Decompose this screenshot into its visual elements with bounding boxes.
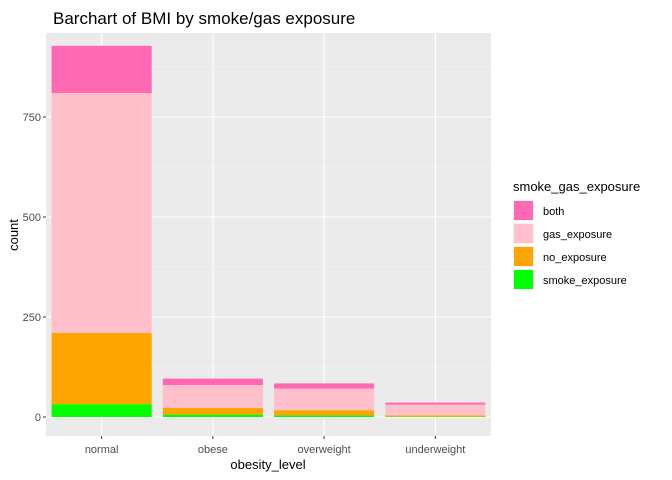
bar-segment-obese-gas_exposure [162, 385, 263, 408]
legend-key-gas_exposure [514, 224, 533, 243]
y-tick-label: 750 [23, 112, 41, 124]
bars [51, 45, 486, 417]
legend-key-no_exposure [514, 247, 533, 266]
legend-label-both: both [543, 206, 564, 218]
bar-segment-obese-both [162, 378, 263, 385]
bar-segment-normal-smoke_exposure [51, 404, 152, 417]
bar-segment-normal-both [51, 45, 152, 93]
legend-key-both [514, 201, 533, 220]
bar-segment-overweight-gas_exposure [274, 388, 375, 411]
y-axis-title: count [6, 219, 21, 251]
x-axis-title: obesity_level [230, 457, 305, 472]
y-tick-label: 250 [23, 312, 41, 324]
x-axis: normal obese overweight underweight [85, 436, 465, 456]
bar-segment-obese-smoke_exposure [162, 414, 263, 417]
bar-segment-normal-gas_exposure [51, 93, 152, 333]
bar-segment-overweight-both [274, 383, 375, 389]
legend-label-no_exposure: no_exposure [543, 252, 607, 264]
legend-title: smoke_gas_exposure [513, 179, 640, 194]
x-tick-label: overweight [298, 444, 351, 456]
legend-key-smoke_exposure [514, 270, 533, 289]
x-tick-label: underweight [405, 444, 465, 456]
bar-segment-obese-no_exposure [162, 407, 263, 415]
bar-segment-normal-no_exposure [51, 333, 152, 405]
x-tick-label: normal [85, 444, 119, 456]
x-tick-label: obese [198, 444, 228, 456]
legend: smoke_gas_exposure both gas_exposure no_ex… [513, 179, 640, 290]
y-tick-label: 500 [23, 212, 41, 224]
legend-label-gas_exposure: gas_exposure [543, 229, 612, 241]
bar-segment-underweight-no_exposure [385, 415, 486, 417]
y-tick-label: 0 [35, 412, 41, 424]
bar-segment-underweight-gas_exposure [385, 404, 486, 416]
y-axis: 0 250 500 750 [23, 112, 46, 424]
bar-segment-overweight-no_exposure [274, 410, 375, 416]
legend-label-smoke_exposure: smoke_exposure [543, 275, 627, 287]
chart-title: Barchart of BMI by smoke/gas exposure [53, 9, 355, 28]
bar-segment-underweight-both [385, 402, 486, 405]
bar-segment-overweight-smoke_exposure [274, 415, 375, 417]
